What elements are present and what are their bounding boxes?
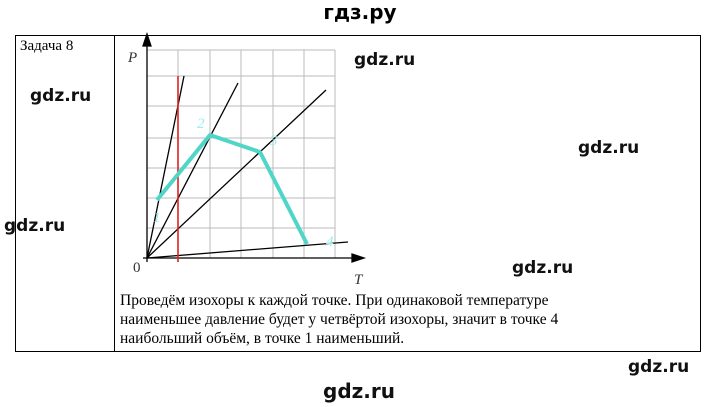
task-title: Задача 8 (20, 38, 74, 54)
watermark: gdz.ru (30, 86, 92, 106)
text-line: Проведём изохоры к каждой точке. При оди… (120, 292, 549, 309)
process-path (155, 133, 309, 245)
site-title: гдз.ру (323, 0, 397, 24)
watermark: gdz.ru (628, 357, 690, 377)
axes (142, 31, 367, 263)
y-axis-label: P (127, 50, 137, 66)
task-box (15, 35, 701, 352)
x-axis-label: T (354, 272, 364, 288)
text-line: наибольший объём, в точке 1 наименьший. (120, 330, 405, 347)
watermark: gdz.ru (578, 138, 640, 158)
point-label: 1 (153, 210, 161, 226)
watermark: gdz.ru (323, 379, 395, 403)
solution-text: Проведём изохоры к каждой точке. При оди… (120, 291, 558, 348)
watermark: gdz.ru (354, 50, 416, 70)
point-label: 3 (269, 133, 278, 149)
watermark: gdz.ru (4, 216, 66, 236)
grid (147, 49, 336, 258)
text-line: наименьшее давление будет у четвёртой из… (120, 311, 559, 328)
cell-divider (114, 35, 115, 352)
watermark: gdz.ru (512, 258, 574, 278)
isochores (146, 75, 349, 259)
origin-label: 0 (133, 260, 141, 276)
point-label: 2 (197, 116, 205, 132)
point-label: 4 (326, 234, 334, 250)
